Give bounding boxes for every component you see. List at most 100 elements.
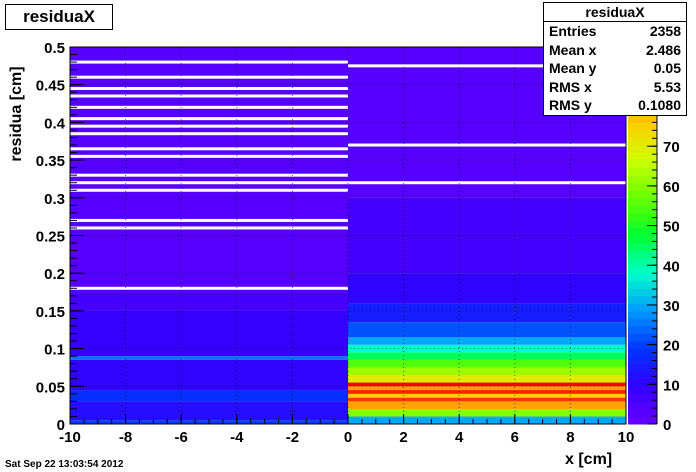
stats-title: residuaX <box>544 3 686 22</box>
heatmap-cell <box>348 382 626 387</box>
palette-cell <box>628 401 657 410</box>
stats-row-mean-x: Mean x 2.486 <box>544 41 686 60</box>
y-tick-label: 0.05 <box>36 379 65 396</box>
heatmap-cell <box>348 393 626 398</box>
heatmap-cell <box>70 292 348 311</box>
stats-value: 0.1080 <box>638 97 681 114</box>
palette-cell <box>628 137 657 146</box>
palette-cell <box>628 416 657 425</box>
palette-cell <box>628 310 657 319</box>
x-tick-label: -4 <box>230 429 244 446</box>
stats-row-entries: Entries 2358 <box>544 22 686 41</box>
empty-bin-row <box>70 132 348 136</box>
y-axis: 0 0.05 0.1 0.15 0.2 0.25 0.3 0.35 0.4 0.45 0.5 <box>36 40 84 434</box>
heatmap-cell <box>70 359 348 391</box>
y-tick-label: 0.5 <box>44 40 65 57</box>
x-tick-label: -2 <box>286 429 299 446</box>
palette-cell <box>628 333 657 342</box>
heatmap-cell <box>348 367 626 375</box>
empty-bin-row <box>70 147 348 151</box>
x-tick-label: -6 <box>175 429 188 446</box>
palette-cell <box>628 273 657 282</box>
empty-bin-row <box>70 188 348 192</box>
palette-cell <box>628 318 657 327</box>
palette-cell <box>628 182 657 191</box>
palette-cell <box>628 227 657 236</box>
stats-label: Entries <box>549 23 597 39</box>
heatmap-cell <box>348 337 626 345</box>
palette-cell <box>628 363 657 372</box>
heatmap-cell <box>348 359 626 368</box>
palette-cell <box>628 114 657 123</box>
palette-cell <box>628 265 657 274</box>
palette-cell <box>628 212 657 221</box>
y-tick-label: 0.35 <box>36 153 65 170</box>
z-tick-label: 40 <box>663 258 680 275</box>
empty-bin-row <box>348 64 626 68</box>
heatmap-cell <box>70 47 348 293</box>
z-tick-label: 50 <box>663 219 680 236</box>
heatmap-cell <box>70 310 348 357</box>
empty-bin-row <box>70 173 348 177</box>
palette-cell <box>628 122 657 131</box>
heatmap-cell <box>348 374 626 383</box>
palette-cell <box>628 129 657 138</box>
y-tick-label: 0.2 <box>44 266 65 283</box>
x-tick-label: -8 <box>119 429 132 446</box>
x-tick-label: 4 <box>455 429 464 446</box>
x-tick-label: 6 <box>511 429 519 446</box>
x-tick-label: 10 <box>618 429 635 446</box>
palette-cell <box>628 197 657 206</box>
palette-cell <box>628 190 657 199</box>
empty-bin-row <box>348 181 626 185</box>
palette-cell <box>628 348 657 357</box>
palette-cell <box>628 160 657 169</box>
palette-cell <box>628 386 657 395</box>
palette-cell <box>628 175 657 184</box>
y-axis-label: residua [cm] <box>8 66 25 162</box>
empty-bin-row <box>70 181 348 185</box>
z-tick-label: 30 <box>663 298 680 315</box>
empty-bin-row <box>70 286 348 290</box>
x-tick-label: 2 <box>399 429 407 446</box>
y-tick-label: 0.3 <box>44 191 65 208</box>
heatmap-cell <box>348 401 626 409</box>
palette-cell <box>628 356 657 365</box>
stats-row-rms-x: RMS x 5.53 <box>544 78 686 97</box>
palette-cell <box>628 295 657 304</box>
stats-value: 0.05 <box>653 60 681 77</box>
palette-cell <box>628 167 657 176</box>
empty-bins <box>70 60 626 290</box>
palette-cell <box>628 393 657 402</box>
stats-row-mean-y: Mean y 0.05 <box>544 59 686 78</box>
y-tick-label: 0 <box>57 417 65 434</box>
heatmap-cell <box>348 322 626 338</box>
palette-cell <box>628 408 657 417</box>
stats-label: Mean y <box>549 60 597 77</box>
empty-bin-row <box>70 154 348 158</box>
stats-value: 2.486 <box>645 41 681 58</box>
stats-row-rms-y: RMS y 0.1080 <box>544 96 686 115</box>
palette-cell <box>628 258 657 267</box>
grid <box>70 47 626 424</box>
y-tick-label: 0.45 <box>36 78 65 95</box>
stats-value: 2358 <box>649 23 681 39</box>
x-axis-label: x [cm] <box>565 451 613 468</box>
palette-cell <box>628 371 657 380</box>
z-tick-label: 10 <box>663 377 680 394</box>
y-tick-label: 0.15 <box>36 304 65 321</box>
z-tick-label: 60 <box>663 179 680 196</box>
empty-bin-row <box>70 75 348 79</box>
y-tick-label: 0.1 <box>44 342 65 359</box>
palette-cell <box>628 243 657 252</box>
y-tick-label: 0.25 <box>36 229 65 246</box>
palette-cell <box>628 235 657 244</box>
empty-bin-row <box>70 218 348 222</box>
heatmap-cell <box>348 303 626 323</box>
stats-box: residuaX Entries 2358 Mean x 2.486 Mean … <box>543 2 687 116</box>
y-tick-label: 0.4 <box>44 115 66 132</box>
empty-bin-row <box>70 94 348 98</box>
color-palette <box>628 47 658 425</box>
stats-value: 5.53 <box>653 78 681 95</box>
